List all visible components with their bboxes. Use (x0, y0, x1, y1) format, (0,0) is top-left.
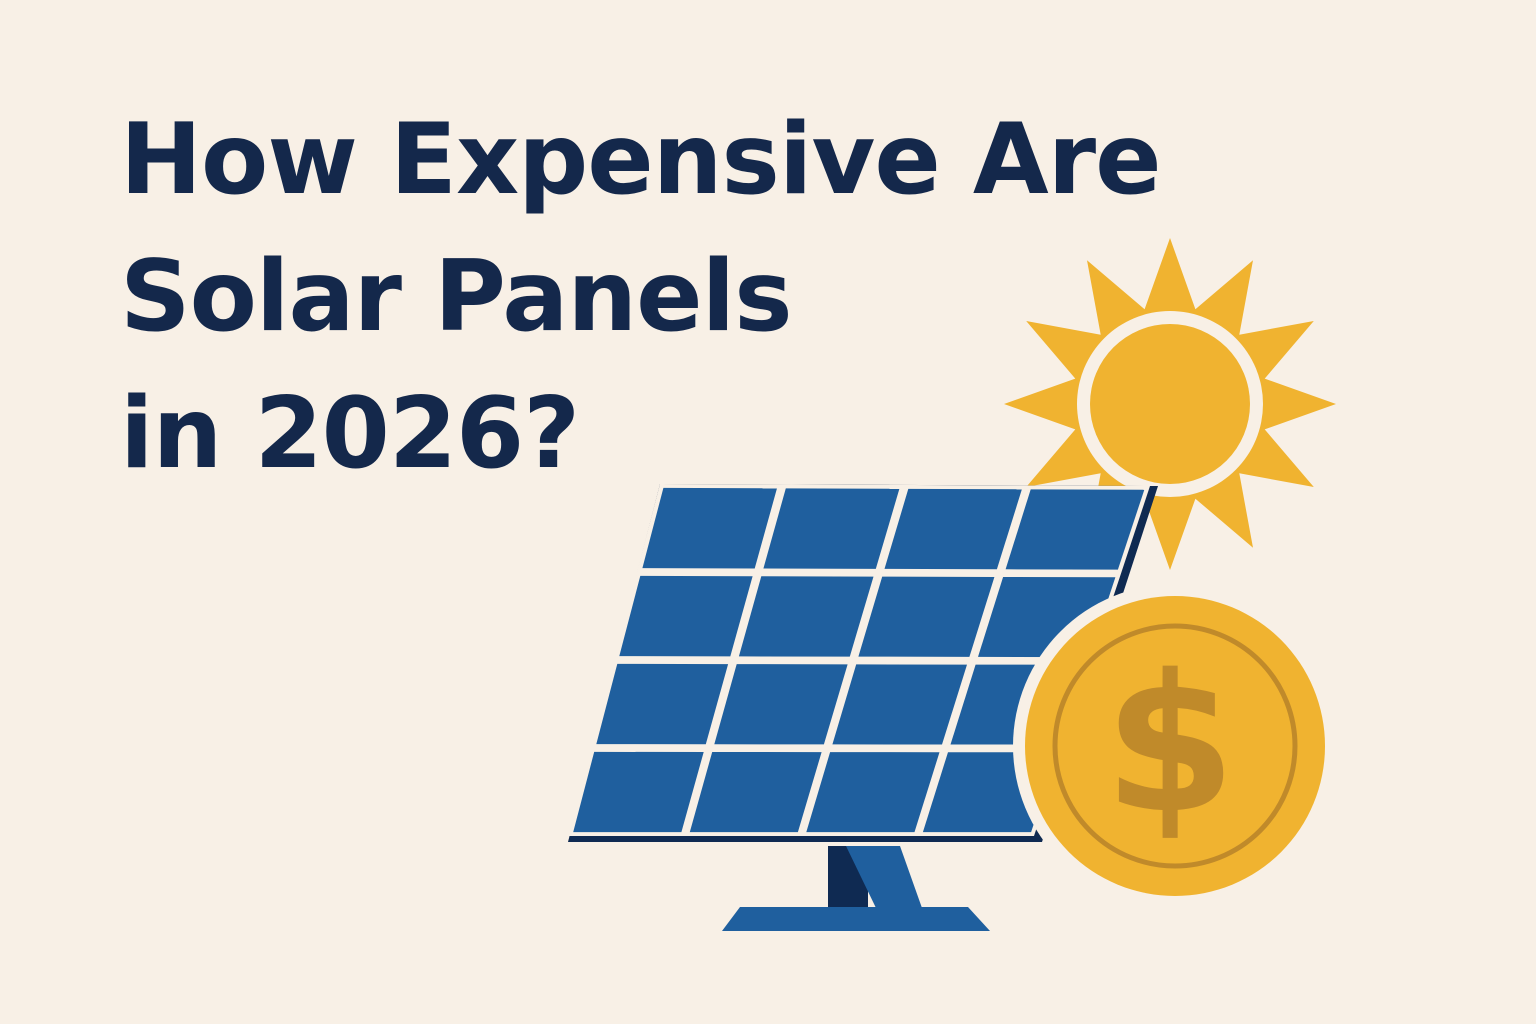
dollar-sign: $ (1104, 634, 1236, 855)
solar-cell (689, 752, 822, 833)
solar-cell (714, 664, 848, 745)
solar-cell (738, 576, 874, 657)
solar-cell (763, 488, 900, 569)
sun-icon (1004, 238, 1336, 570)
page-title: How Expensive Are Solar Panels in 2026? (120, 92, 1162, 503)
solar-cell (832, 664, 967, 745)
solar-panel-icon (568, 484, 1158, 931)
title-line-2: Solar Panels (120, 240, 793, 354)
solar-cell (1005, 489, 1145, 570)
solar-cell (884, 488, 1022, 570)
title-line-1: How Expensive Are (120, 103, 1162, 217)
title-line-3: in 2026? (120, 377, 580, 491)
solar-cell (573, 751, 704, 833)
solar-cell (858, 576, 995, 657)
solar-cell (642, 487, 777, 569)
solar-cell (596, 663, 729, 745)
solar-cell (619, 575, 753, 657)
solar-cell (806, 752, 940, 833)
dollar-coin-icon: $ (1013, 584, 1337, 908)
